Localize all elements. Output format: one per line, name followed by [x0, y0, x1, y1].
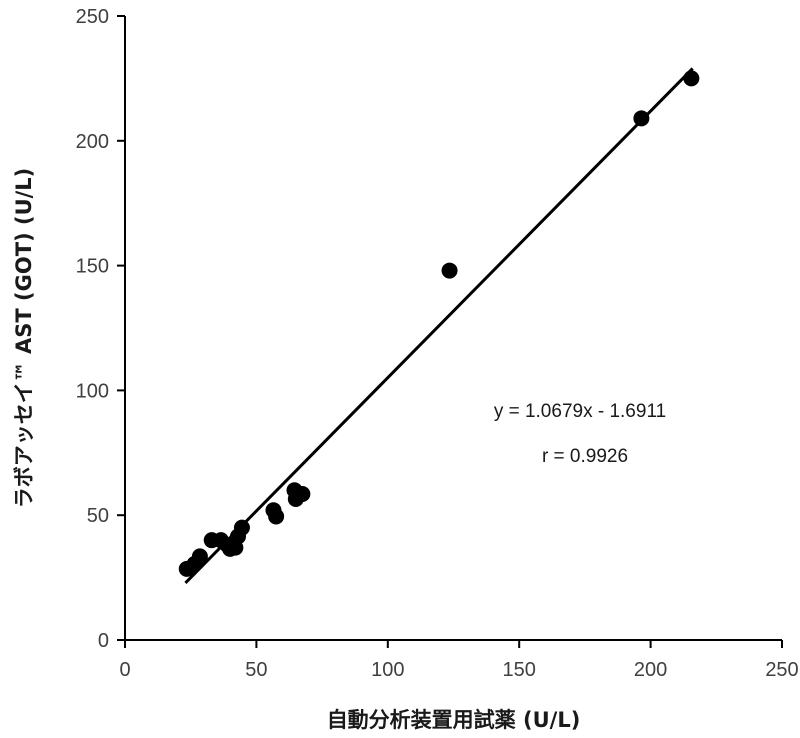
x-tick-label: 200 [634, 659, 667, 681]
data-point [441, 262, 458, 279]
x-axis-title: 自動分析装置用試薬 (U/L) [327, 708, 581, 732]
y-tick-label: 50 [87, 505, 109, 527]
axes [124, 16, 782, 641]
trendline [184, 67, 694, 584]
x-tick-label: 100 [371, 659, 404, 681]
data-point [683, 70, 700, 87]
ticks [117, 15, 783, 648]
y-tick-label: 0 [98, 630, 109, 652]
x-tick-label: 250 [765, 659, 798, 681]
y-tick-label: 150 [76, 256, 109, 278]
y-tick-label: 250 [76, 6, 109, 28]
regression-equation: y = 1.0679x - 1.6911 [494, 401, 666, 422]
x-tick-label: 50 [245, 659, 267, 681]
x-tick-label: 0 [119, 659, 130, 681]
x-tick-label: 150 [503, 659, 536, 681]
correlation-coefficient: r = 0.9926 [542, 446, 628, 467]
data-point [294, 485, 311, 502]
data-point [191, 548, 208, 565]
data-point [633, 110, 650, 127]
y-tick-label: 100 [76, 380, 109, 402]
y-axis-title: ラボアッセイ™ AST (GOT) (U/L) [12, 168, 36, 509]
y-tick-label: 200 [76, 131, 109, 153]
tick-labels: 0 50 100 150 200 250 0 50 100 150 200 250 [76, 6, 799, 681]
data-point [268, 508, 285, 525]
data-point [233, 519, 250, 536]
plot-marks [178, 67, 700, 584]
